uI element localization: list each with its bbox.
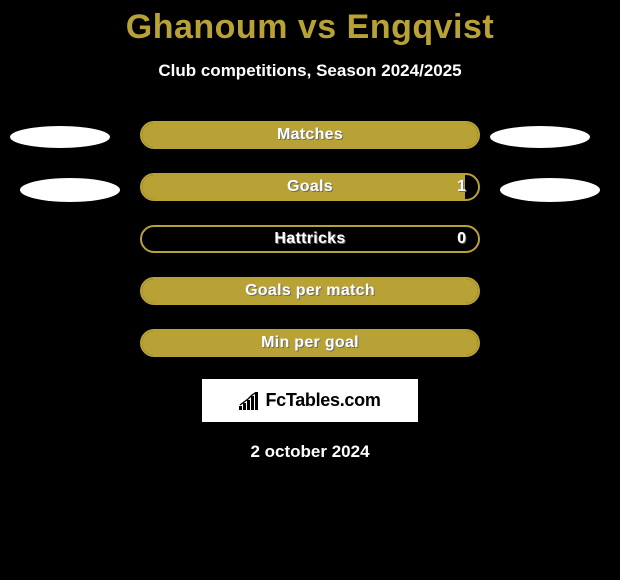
side-ellipse [490,126,590,148]
stat-row-hattricks: Hattricks 0 [140,225,480,253]
chart-icon [239,392,259,410]
fctables-logo: FcTables.com [202,379,418,422]
subtitle: Club competitions, Season 2024/2025 [0,61,620,81]
stat-row-min-per-goal: Min per goal [140,329,480,357]
stat-row-label: Goals per match [245,282,375,300]
side-ellipse [10,126,110,148]
stat-row-matches: Matches [140,121,480,149]
fctables-logo-text: FcTables.com [265,390,380,411]
stat-row-goals: Goals 1 [140,173,480,201]
page-title: Ghanoum vs Engqvist [0,0,620,47]
stat-row-goals-per-match: Goals per match [140,277,480,305]
side-ellipse [500,178,600,202]
stat-row-value: 0 [457,230,466,248]
stat-row-label: Min per goal [261,334,359,352]
stat-row-value: 1 [457,178,466,196]
footer-date: 2 october 2024 [0,442,620,462]
side-ellipse [20,178,120,202]
stat-rows-container: Matches Goals 1 Hattricks 0 Goals per ma… [0,121,620,357]
stat-row-label: Hattricks [274,230,345,248]
stat-row-label: Goals [287,178,333,196]
stat-row-label: Matches [277,126,343,144]
